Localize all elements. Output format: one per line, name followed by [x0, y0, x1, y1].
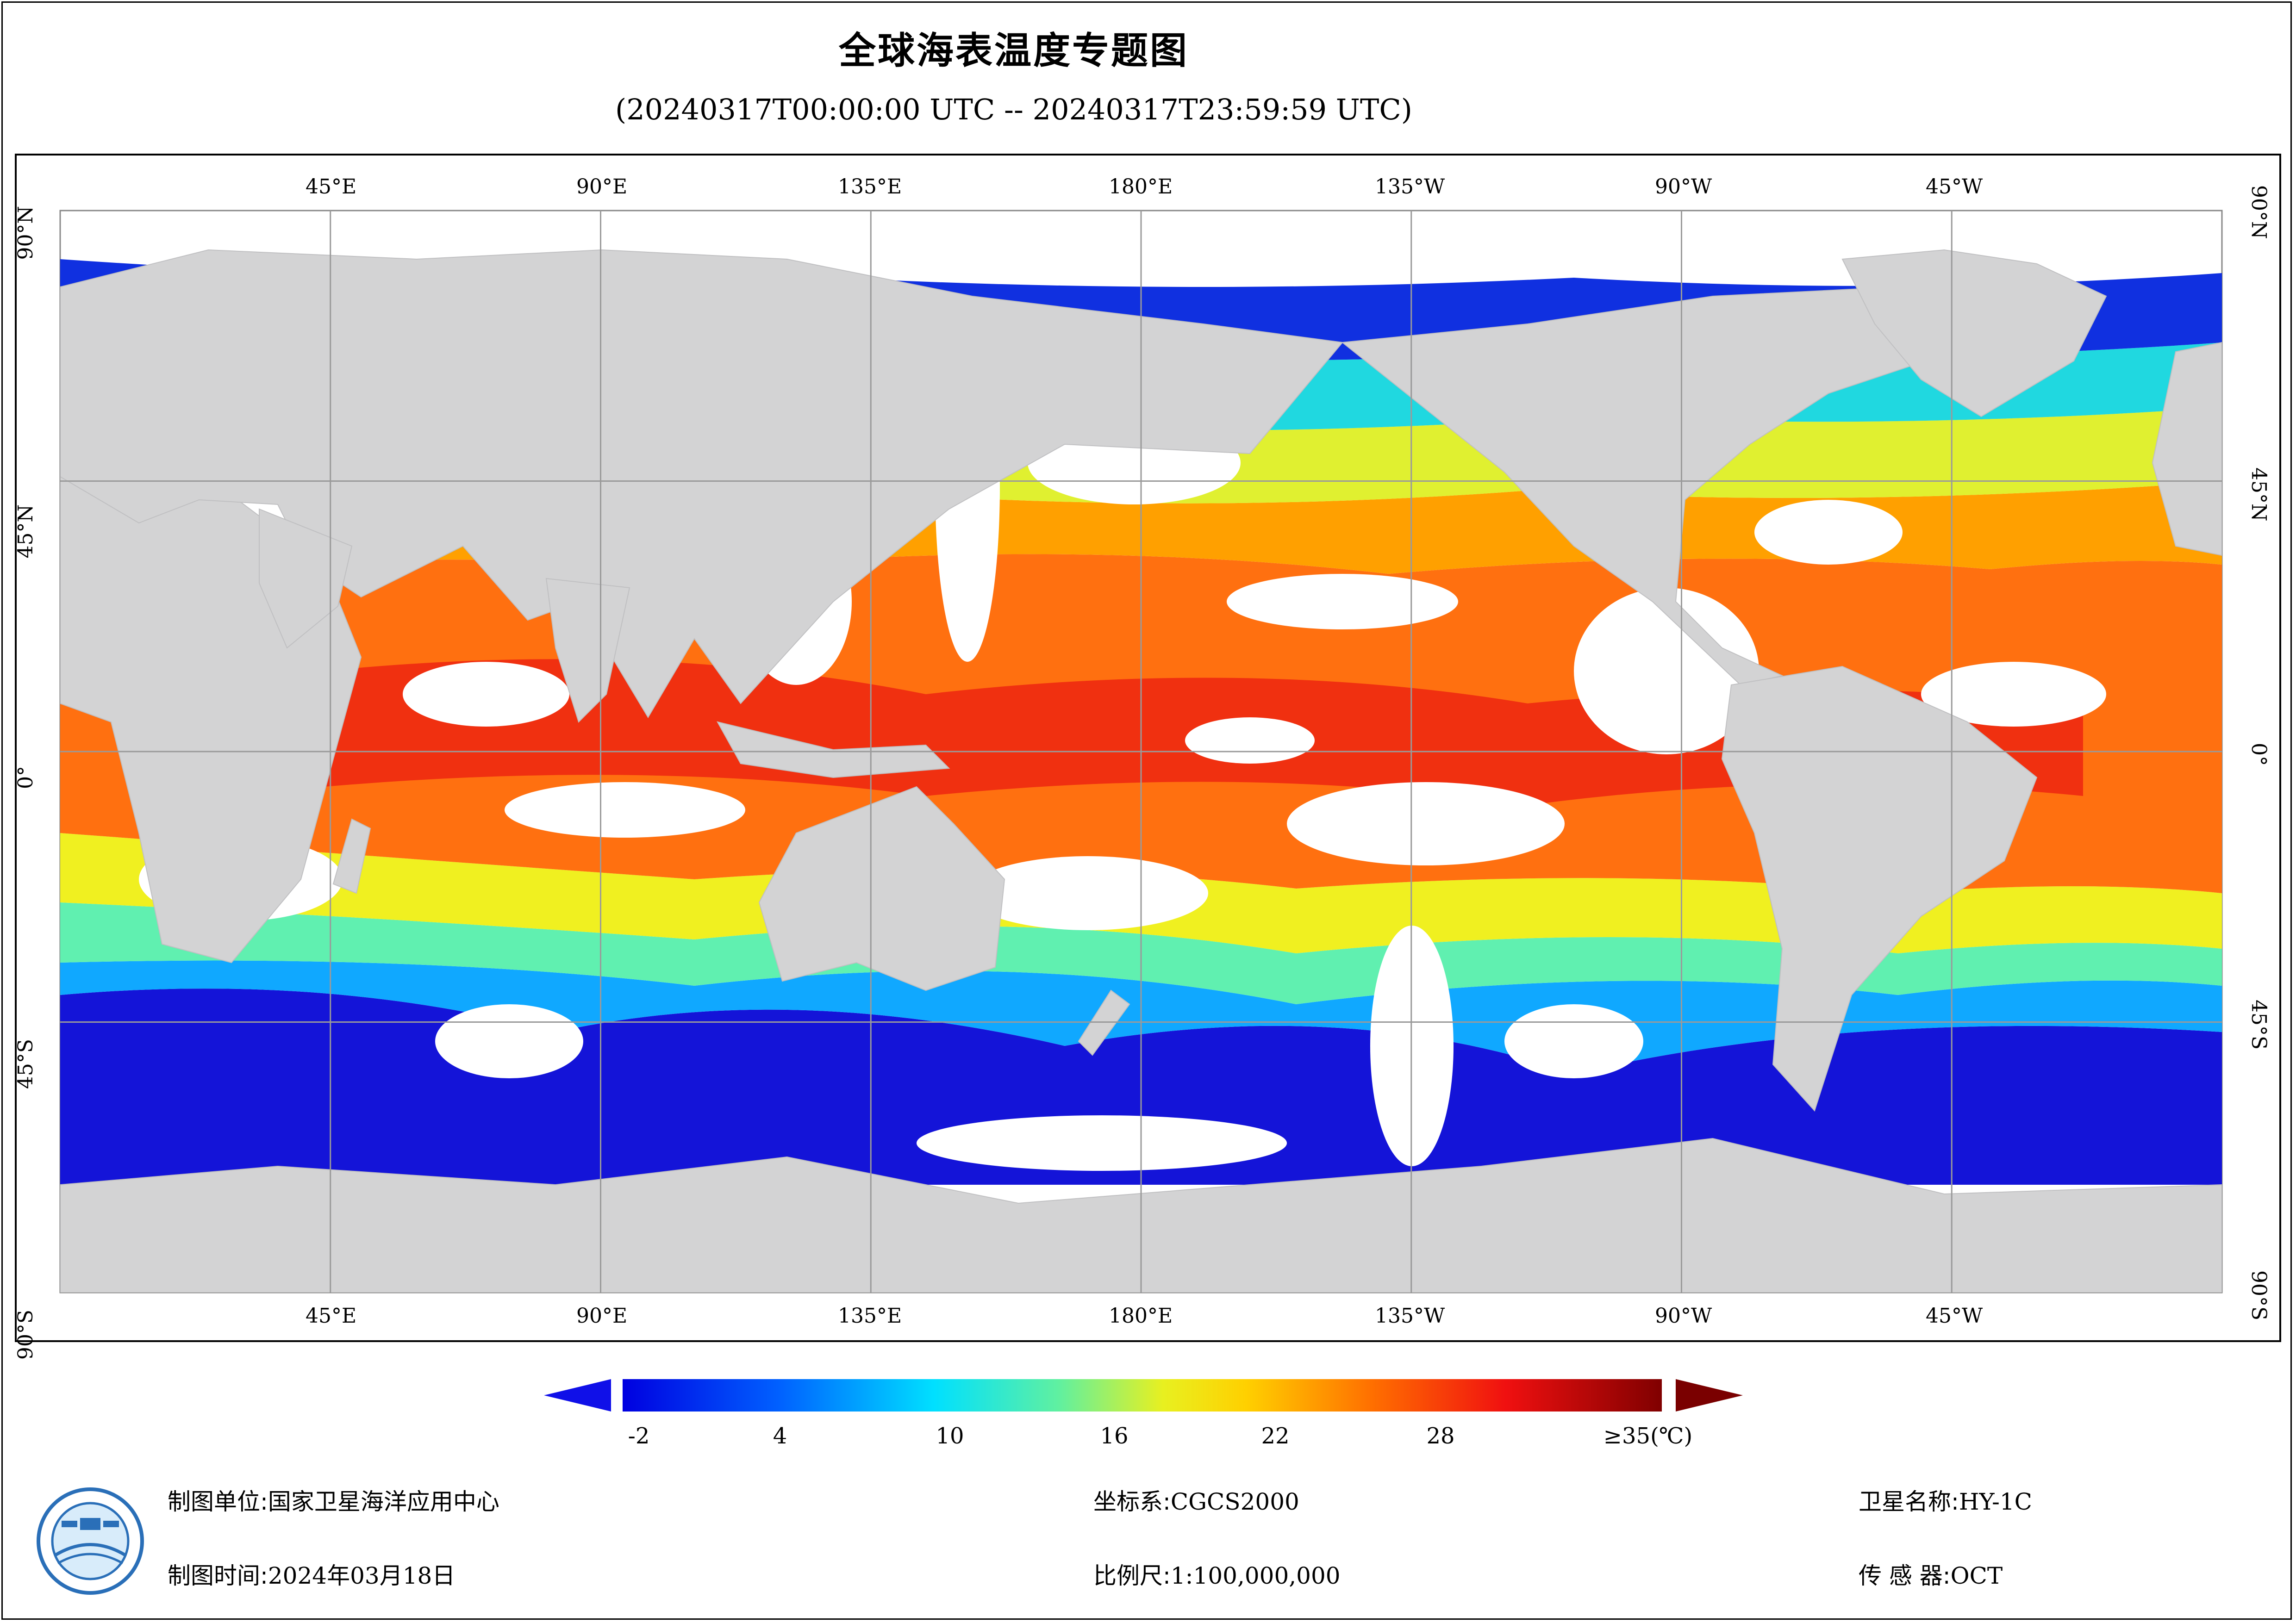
north-america-land: [1341, 286, 1968, 686]
colorbar: [544, 1379, 1743, 1412]
lon-label-top: 45°W: [1926, 175, 1983, 199]
date-value: 2024年03月18日: [268, 1562, 455, 1589]
lat-label-left: 90°S: [14, 1310, 37, 1360]
cloud-gaps: [139, 310, 2106, 1171]
colorbar-tick: 10: [936, 1423, 964, 1449]
date-label: 制图时间:: [168, 1562, 268, 1589]
lat-label-left: 0°: [14, 766, 37, 789]
satellite-line: 卫星名称:HY-1C: [1859, 1483, 2032, 1517]
producer-value: 国家卫星海洋应用中心: [268, 1488, 499, 1515]
satellite-label: 卫星名称:: [1859, 1488, 1959, 1515]
map-title: 全球海表温度专题图: [839, 29, 1189, 72]
lon-label-bottom: 45°W: [1926, 1304, 1983, 1328]
lon-label-top: 90°W: [1655, 175, 1712, 199]
colorbar-tick: 22: [1261, 1423, 1290, 1449]
satellite-value: HY-1C: [1959, 1488, 2032, 1515]
lon-label-bottom: 45°E: [306, 1304, 357, 1328]
lon-label-top: 135°W: [1375, 175, 1445, 199]
colorbar-tick: 4: [773, 1423, 787, 1449]
arabia-land: [259, 508, 353, 649]
lat-label-right: 45°N: [2247, 467, 2271, 522]
eurasia-land: [60, 249, 1343, 718]
lat-label-right: 90°S: [2247, 1270, 2271, 1321]
colorbar-ramp: [623, 1379, 1662, 1412]
producer-line: 制图单位:国家卫星海洋应用中心: [168, 1483, 499, 1517]
sensor-label: 传 感 器:: [1859, 1562, 1951, 1589]
scale-value: 1:100,000,000: [1170, 1562, 1341, 1589]
producer-label: 制图单位:: [168, 1488, 268, 1515]
lon-label-bottom: 135°W: [1375, 1304, 1445, 1328]
lon-label-bottom: 180°E: [1109, 1304, 1173, 1328]
indonesia-land: [717, 721, 950, 778]
crs-label: 坐标系:: [1093, 1488, 1171, 1515]
lon-label-top: 180°E: [1109, 175, 1173, 199]
sensor-value: OCT: [1950, 1562, 2003, 1589]
colorbar-over-arrow: [1676, 1379, 1743, 1412]
europe-west-land: [2152, 342, 2222, 556]
map-panel[interactable]: [15, 154, 2281, 1342]
lon-label-bottom: 90°E: [576, 1304, 628, 1328]
lat-label-right: 90°N: [2247, 185, 2271, 239]
lon-label-bottom: 90°W: [1655, 1304, 1712, 1328]
nsoas-logo-icon: [37, 1487, 144, 1595]
lat-label-left: 90°N: [14, 206, 37, 260]
lat-label-right: 0°: [2247, 743, 2271, 766]
australia-land: [758, 786, 1005, 991]
lon-label-top: 135°E: [838, 175, 902, 199]
colorbar-tick: -2: [628, 1423, 650, 1449]
colorbar-tick: ≥35(℃): [1603, 1423, 1693, 1449]
south-america-land: [1721, 665, 2038, 1112]
lon-label-top: 90°E: [576, 175, 628, 199]
graticule: [60, 211, 2222, 1293]
greenland-land: [1841, 249, 2107, 417]
time-range: (20240317T00:00:00 UTC -- 20240317T23:59…: [615, 93, 1412, 126]
date-line: 制图时间:2024年03月18日: [168, 1557, 455, 1591]
crs-line: 坐标系:CGCS2000: [1093, 1483, 1299, 1517]
colorbar-tick: 16: [1100, 1423, 1129, 1449]
scale-label: 比例尺:: [1093, 1562, 1171, 1589]
lat-label-left: 45°S: [14, 1039, 37, 1089]
colorbar-under-arrow: [544, 1379, 611, 1412]
lon-label-bottom: 135°E: [838, 1304, 902, 1328]
sensor-line: 传 感 器:OCT: [1859, 1557, 2003, 1591]
madagascar-land: [332, 818, 371, 894]
crs-value: CGCS2000: [1170, 1488, 1299, 1515]
lat-label-left: 45°N: [14, 504, 37, 559]
lon-label-top: 45°E: [306, 175, 357, 199]
india-land: [545, 578, 630, 723]
colorbar-tick: 28: [1426, 1423, 1455, 1449]
lat-label-right: 45°S: [2247, 1000, 2271, 1050]
scale-line: 比例尺:1:100,000,000: [1093, 1557, 1341, 1591]
